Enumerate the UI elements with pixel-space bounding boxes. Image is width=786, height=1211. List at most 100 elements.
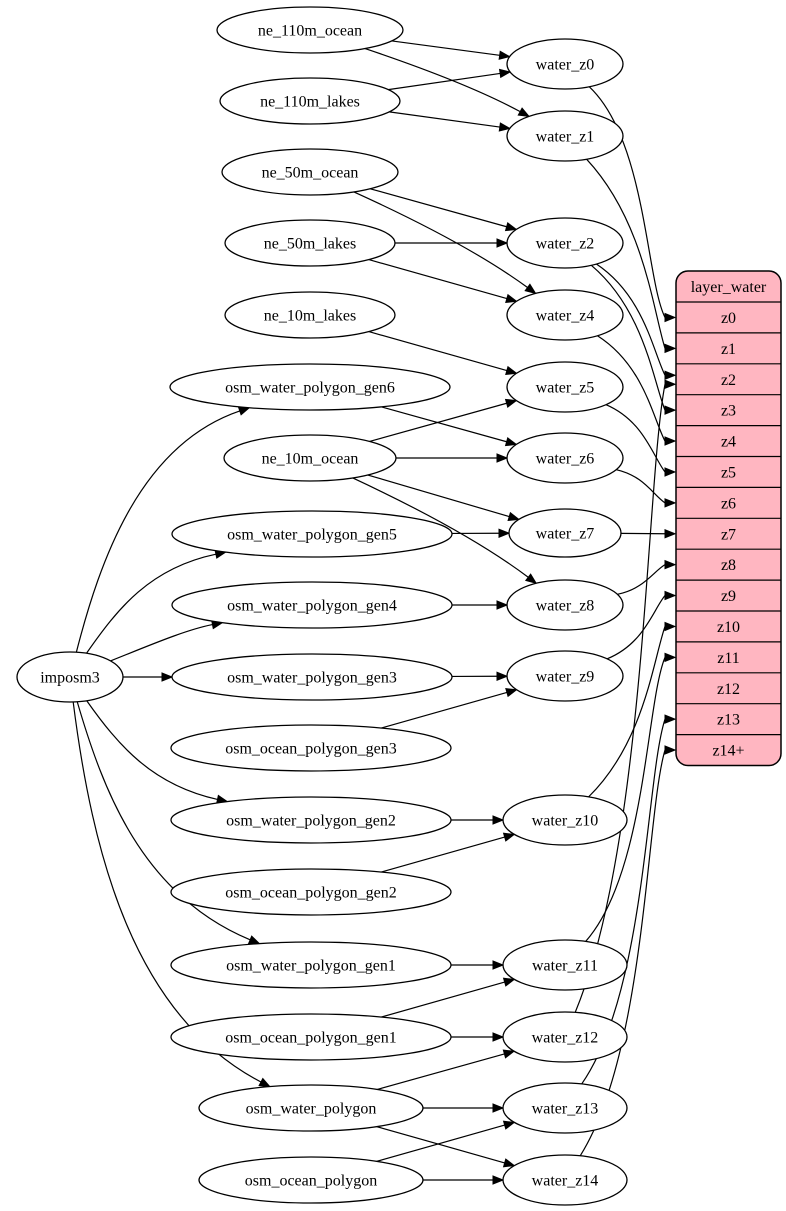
edge-water_z2-layer_water-z3 [590, 264, 666, 411]
node-label-osm_water_polygon_gen1: osm_water_polygon_gen1 [226, 958, 396, 975]
edge-ne_10m_ocean-water_z7-arrowhead [507, 511, 521, 522]
node-label-water_z9: water_z9 [536, 669, 595, 686]
node-label-osm_water_polygon_gen5: osm_water_polygon_gen5 [227, 527, 397, 544]
edge-water_z1-layer_water-z1 [586, 158, 666, 349]
edge-imposm3-osm_water_polygon_gen4 [110, 624, 213, 662]
edge-water_z7-layer_water-z7-arrowhead [664, 529, 677, 539]
edge-ne_110m_lakes-water_z0 [388, 72, 501, 91]
edge-ne_110m_lakes-water_z1 [389, 111, 500, 128]
table-row-z12: z12 [717, 681, 740, 698]
node-label-osm_water_polygon_gen4: osm_water_polygon_gen4 [227, 598, 397, 615]
edge-water_z14-layer_water-z14+-arrowhead [664, 745, 677, 755]
node-water_z12 [502, 1011, 628, 1063]
node-ne_50m_ocean [221, 148, 399, 196]
node-label-water_z10: water_z10 [532, 813, 599, 830]
node-label-osm_water_polygon_gen6: osm_water_polygon_gen6 [225, 380, 395, 397]
node-label-osm_ocean_polygon_gen3: osm_ocean_polygon_gen3 [225, 741, 397, 758]
edge-osm_ocean_polygon_gen3-water_z9-arrowhead [505, 688, 518, 698]
node-ne_50m_lakes [224, 219, 396, 267]
edge-water_z2-layer_water-z2 [596, 263, 666, 376]
node-osm_water_polygon_gen1 [170, 941, 452, 989]
node-osm_ocean_polygon [198, 1156, 424, 1204]
edge-osm_water_polygon-water_z12-arrowhead [502, 1049, 516, 1059]
edge-water_z9-layer_water-z9 [606, 595, 666, 660]
edge-osm_ocean_polygon_gen3-water_z9 [381, 691, 508, 729]
edge-ne_110m_ocean-water_z0-arrowhead [498, 50, 511, 60]
edge-osm_water_polygon-water_z12 [377, 1053, 505, 1091]
edge-osm_water_polygon-water_z14 [376, 1126, 505, 1164]
node-water_z7 [508, 508, 622, 558]
edge-osm_water_polygon_gen5-water_z7-arrowhead [498, 528, 511, 539]
node-label-ne_50m_ocean: ne_50m_ocean [262, 165, 359, 182]
node-osm_ocean_polygon_gen1 [170, 1013, 452, 1061]
node-ne_110m_ocean [216, 6, 404, 54]
table-row-z3: z3 [721, 403, 736, 420]
table-row-z1: z1 [721, 341, 736, 358]
table-row-z5: z5 [721, 464, 736, 481]
edge-ne_50m_lakes-water_z4 [368, 259, 508, 300]
edge-ne_110m_lakes-water_z1-arrowhead [498, 122, 512, 132]
table-row-z8: z8 [721, 557, 736, 574]
edge-water_z5-layer_water-z5-arrowhead [664, 467, 677, 477]
edge-osm_ocean_polygon_gen2-water_z10 [381, 836, 505, 873]
edge-osm_ocean_polygon-water_z13-arrowhead [502, 1120, 516, 1130]
node-osm_ocean_polygon_gen3 [170, 724, 452, 772]
node-label-water_z13: water_z13 [532, 1101, 599, 1118]
edge-ne_50m_ocean-water_z2 [370, 188, 507, 228]
node-osm_water_polygon_gen3 [171, 653, 453, 701]
edge-imposm3-osm_water_polygon_gen3-arrowhead [161, 672, 174, 682]
table-row-z11: z11 [717, 650, 740, 667]
edge-water_z4-layer_water-z4 [597, 335, 666, 442]
node-water_z14 [502, 1154, 628, 1206]
edge-water_z5-layer_water-z5 [605, 404, 666, 473]
edge-imposm3-osm_water_polygon_gen1 [76, 701, 251, 941]
edge-water_z10-layer_water-z10-arrowhead [664, 621, 677, 632]
node-label-water_z8: water_z8 [536, 598, 595, 615]
edge-ne_50m_ocean-water_z2-arrowhead [504, 222, 518, 232]
edge-imposm3-osm_water_polygon_gen1-arrowhead [247, 935, 261, 945]
edge-osm_water_polygon_gen6-water_z6 [380, 406, 507, 443]
edge-water_z2-layer_water-z2-arrowhead [664, 370, 677, 380]
node-label-osm_water_polygon: osm_water_polygon [246, 1101, 377, 1118]
node-water_z11 [502, 939, 628, 991]
node-label-ne_50m_lakes: ne_50m_lakes [264, 236, 356, 253]
edge-ne_10m_ocean-water_z8-arrowhead [524, 573, 538, 585]
edge-water_z8-layer_water-z8 [617, 564, 666, 595]
node-label-ne_110m_lakes: ne_110m_lakes [260, 94, 360, 111]
node-label-water_z2: water_z2 [536, 236, 595, 253]
edge-osm_water_polygon_gen2-water_z10-arrowhead [492, 815, 505, 825]
node-osm_water_polygon_gen2 [170, 796, 452, 844]
edge-ne_110m_ocean-water_z0 [391, 40, 500, 56]
node-label-ne_10m_lakes: ne_10m_lakes [264, 308, 356, 325]
table-row-z4: z4 [721, 434, 736, 451]
node-label-water_z0: water_z0 [536, 57, 595, 74]
node-label-water_z14: water_z14 [532, 1173, 599, 1190]
edge-imposm3-osm_water_polygon_gen5 [86, 553, 217, 654]
edge-ne_10m_ocean-water_z7 [367, 474, 510, 518]
edge-osm_water_polygon_gen3-water_z9-arrowhead [496, 671, 509, 682]
edge-imposm3-osm_water_polygon_gen6 [75, 410, 240, 653]
edge-osm_ocean_polygon-water_z14-arrowhead [492, 1175, 505, 1185]
edge-ne_10m_ocean-water_z6-arrowhead [496, 453, 509, 463]
node-label-ne_110m_ocean: ne_110m_ocean [258, 23, 362, 40]
node-label-osm_water_polygon_gen2: osm_water_polygon_gen2 [226, 813, 396, 830]
table-row-z0: z0 [721, 310, 736, 327]
node-label-ne_10m_ocean: ne_10m_ocean [262, 451, 359, 468]
edge-osm_ocean_polygon-water_z13 [376, 1124, 505, 1162]
node-water_z13 [502, 1082, 628, 1134]
edge-ne_110m_lakes-water_z0-arrowhead [498, 68, 512, 79]
table-title: layer_water [691, 279, 767, 296]
node-ne_110m_lakes [219, 77, 401, 125]
edge-ne_10m_ocean-water_z8 [352, 477, 529, 578]
node-osm_water_polygon_gen6 [169, 363, 451, 411]
edge-water_z12-layer_water-z2 [574, 384, 666, 1013]
edge-osm_ocean_polygon_gen2-water_z10-arrowhead [502, 832, 516, 842]
node-label-water_z5: water_z5 [536, 380, 595, 397]
table-row-z10: z10 [717, 619, 740, 636]
edge-osm_water_polygon_gen6-water_z6-arrowhead [504, 437, 518, 447]
edge-ne_50m_ocean-water_z4-arrowhead [524, 283, 537, 295]
node-water_z5 [506, 361, 624, 413]
node-label-osm_ocean_polygon: osm_ocean_polygon [245, 1173, 377, 1190]
